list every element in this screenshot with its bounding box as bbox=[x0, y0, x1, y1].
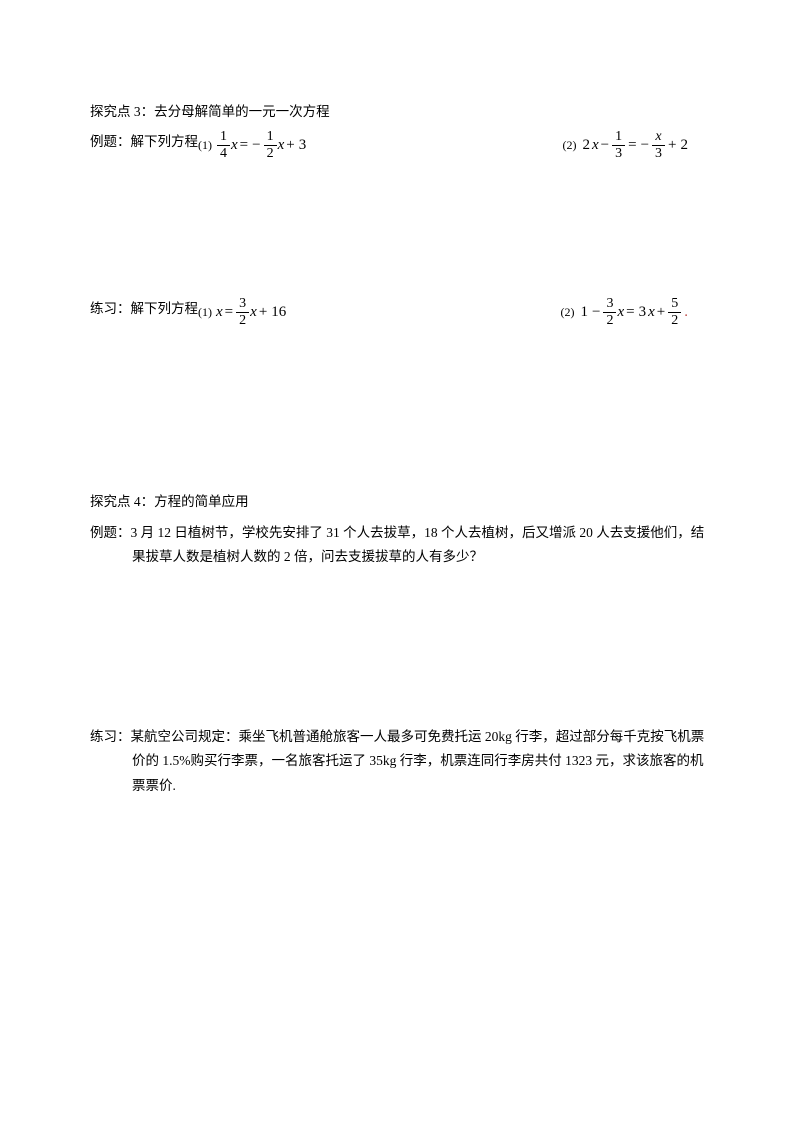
eq4: 1 − 3 2 x = 3 x + 5 2 . bbox=[579, 297, 691, 328]
spacer bbox=[90, 334, 710, 464]
eq3: x = 3 2 x + 16 bbox=[216, 297, 288, 328]
spacer bbox=[90, 569, 710, 699]
section3-title: 探究点 3：去分母解简单的一元一次方程 bbox=[90, 100, 710, 124]
section4-practice: 练习：某航空公司规定：乘坐飞机普通舱旅客一人最多可免费托运 20kg 行李，超过… bbox=[90, 725, 710, 798]
frac-x-3: x 3 bbox=[652, 130, 665, 161]
frac-1-3: 1 3 bbox=[612, 130, 625, 161]
spacer bbox=[90, 464, 710, 490]
equation-pair: (1) 1 4 x = − 1 2 x + 3 bbox=[198, 130, 710, 161]
example-label: 例题：解下列方程 bbox=[90, 130, 198, 154]
section3-practice-row: 练习：解下列方程 (1) x = 3 2 x + 16 (2) bbox=[90, 297, 710, 328]
practice-label: 练习： bbox=[90, 729, 131, 744]
paren-2: (2) bbox=[562, 135, 576, 157]
frac-1-4: 1 4 bbox=[217, 130, 230, 161]
eq3-wrap: (1) x = 3 2 x + 16 bbox=[198, 297, 288, 328]
practice-text-line3: 票票价. bbox=[90, 774, 710, 798]
frac-3-2: 3 2 bbox=[236, 297, 249, 328]
practice-label: 练习：解下列方程 bbox=[90, 297, 198, 321]
frac-3-2: 3 2 bbox=[603, 297, 616, 328]
document-page: 探究点 3：去分母解简单的一元一次方程 例题：解下列方程 (1) 1 4 x =… bbox=[0, 0, 800, 858]
frac-1-2: 1 2 bbox=[264, 130, 277, 161]
eq2-wrap: (2) 2 x − 1 3 = − x 3 + 2 bbox=[562, 130, 710, 161]
spacer bbox=[90, 699, 710, 725]
spacer bbox=[90, 167, 710, 297]
eq1: 1 4 x = − 1 2 x + 3 bbox=[216, 130, 308, 161]
frac-5-2: 5 2 bbox=[668, 297, 681, 328]
example-label: 例题： bbox=[90, 525, 131, 540]
section4-title: 探究点 4：方程的简单应用 bbox=[90, 490, 710, 514]
eq4-wrap: (2) 1 − 3 2 x = 3 x + 5 2 bbox=[561, 297, 711, 328]
section3-example-row: 例题：解下列方程 (1) 1 4 x = − 1 2 x bbox=[90, 130, 710, 161]
equation-pair: (1) x = 3 2 x + 16 (2) 1 − bbox=[198, 297, 710, 328]
practice-text-line1: 某航空公司规定：乘坐飞机普通舱旅客一人最多可免费托运 20kg 行李，超过部分每… bbox=[131, 729, 705, 744]
example-text-line2: 果拔草人数是植树人数的 2 倍，问去支援拔草的人有多少？ bbox=[90, 545, 710, 569]
section4-example: 例题：3 月 12 日植树节，学校先安排了 31 个人去拔草，18 个人去植树，… bbox=[90, 521, 710, 570]
eq2: 2 x − 1 3 = − x 3 + 2 bbox=[580, 130, 690, 161]
eq1-wrap: (1) 1 4 x = − 1 2 x + 3 bbox=[198, 130, 308, 161]
paren-2: (2) bbox=[561, 302, 575, 324]
paren-1: (1) bbox=[198, 135, 212, 157]
practice-text-line2: 价的 1.5%购买行李票，一名旅客托运了 35kg 行李，机票连同行李房共付 1… bbox=[90, 749, 710, 773]
paren-1: (1) bbox=[198, 302, 212, 324]
example-text-line1: 3 月 12 日植树节，学校先安排了 31 个人去拔草，18 个人去植树，后又增… bbox=[131, 525, 705, 540]
